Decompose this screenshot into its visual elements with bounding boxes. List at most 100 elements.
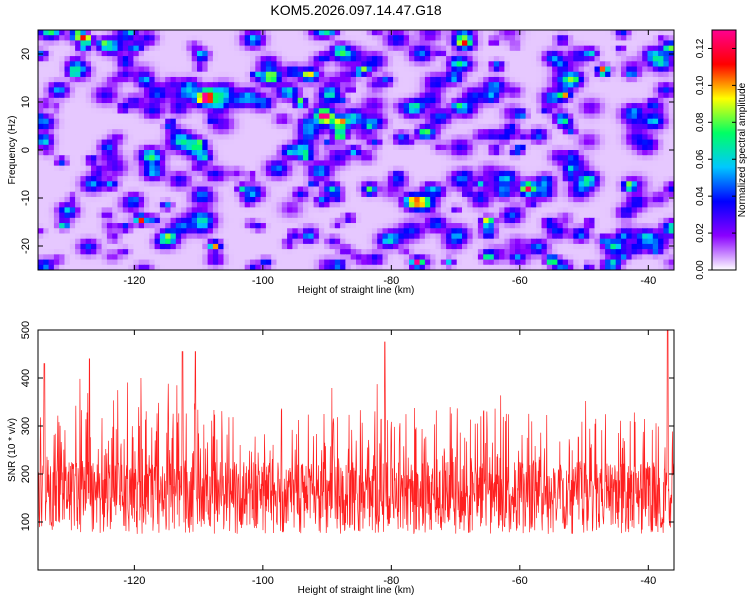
heatmap-cell [562,233,569,240]
heatmap-cell [456,155,463,162]
heatmap-cell [345,144,352,151]
heatmap-cell [313,191,320,198]
heatmap-cell [647,82,654,88]
heatmap-cell [541,196,548,203]
heatmap-cell [605,144,611,151]
heatmap-cell [472,170,479,177]
heatmap-cell [530,238,537,245]
heatmap-cell [451,191,458,198]
heatmap-cell [48,207,55,214]
heatmap-cell [663,76,670,83]
heatmap-cell [562,160,569,167]
heatmap-cell [122,181,129,188]
heatmap-cell [605,181,611,188]
heatmap-cell [276,134,283,141]
heatmap-cell [340,82,346,88]
heatmap-cell [578,92,585,99]
heatmap-cell [340,228,346,235]
heatmap-cell [48,76,55,83]
heatmap-cell [122,123,129,130]
heatmap-cell [197,202,203,208]
heatmap-cell [663,82,670,88]
heatmap-cell [462,228,468,235]
heatmap-cell [223,129,230,135]
heatmap-cell [59,155,66,162]
heatmap-cell [85,40,92,47]
heatmap-cell [658,61,664,68]
heatmap-cell [387,118,394,125]
heatmap-cell [218,56,225,62]
heatmap-cell [488,228,495,235]
heatmap-cell [207,92,214,99]
heatmap-cell [456,134,463,141]
heatmap-cell [621,40,627,47]
heatmap-cell [377,238,384,245]
heatmap-cell [260,150,267,156]
heatmap-cell [80,134,87,141]
heatmap-cell [568,61,574,68]
heatmap-cell [605,165,611,172]
heatmap-cell [324,113,331,120]
heatmap-cell [541,66,548,73]
heatmap-cell [250,191,256,198]
heatmap-cell [605,228,611,235]
heatmap-cell [265,30,272,36]
heatmap-cell [668,186,674,193]
heatmap-cell [631,176,638,182]
heatmap-cell [387,50,394,57]
heatmap-cell [181,123,187,130]
heatmap-cell [440,113,447,120]
heatmap-cell [525,202,532,208]
heatmap-cell [488,113,495,120]
heatmap-cell [202,76,209,83]
heatmap-cell [552,129,558,135]
heatmap-cell [85,191,92,198]
heatmap-cell [64,87,71,94]
heatmap-cell [69,176,76,182]
heatmap-cell [244,228,251,235]
heatmap-cell [552,186,558,193]
heatmap-cell [69,186,76,193]
heatmap-cell [477,82,484,88]
heatmap-cell [91,30,97,36]
heatmap-cell [621,118,627,125]
heatmap-cell [520,207,527,214]
heatmap-cell [515,165,521,172]
heatmap-cell [462,66,468,73]
heatmap-cell [552,144,558,151]
heatmap-cell [234,207,240,214]
heatmap-cell [345,56,352,62]
heatmap-cell [324,129,331,135]
heatmap-cell [541,56,548,62]
heatmap-cell [483,123,490,130]
heatmap-cell [244,87,251,94]
heatmap-cell [520,92,527,99]
heatmap-cell [313,123,320,130]
heatmap-cell [504,150,511,156]
heatmap-cell [292,165,299,172]
heatmap-cell [64,40,71,47]
heatmap-cell [382,181,389,188]
heatmap-cell [313,181,320,188]
heatmap-cell [419,129,426,135]
heatmap-cell [297,103,304,109]
heatmap-cell [255,87,262,94]
heatmap-cell [260,196,267,203]
heatmap-cell [85,103,92,109]
heatmap-cell [260,144,267,151]
heatmap-cell [271,30,278,36]
heatmap-cell [488,30,495,36]
heatmap-cell [324,160,331,167]
heatmap-cell [356,243,362,250]
heatmap-cell [636,181,643,188]
heatmap-cell [663,50,670,57]
heatmap-cell [350,123,357,130]
heatmap-cell [387,66,394,73]
heatmap-cell [366,207,373,214]
heatmap-cell [228,170,235,177]
heatmap-cell [128,45,134,52]
heatmap-cell [265,40,272,47]
heatmap-cell [117,212,124,219]
heatmap-cell [636,76,643,83]
